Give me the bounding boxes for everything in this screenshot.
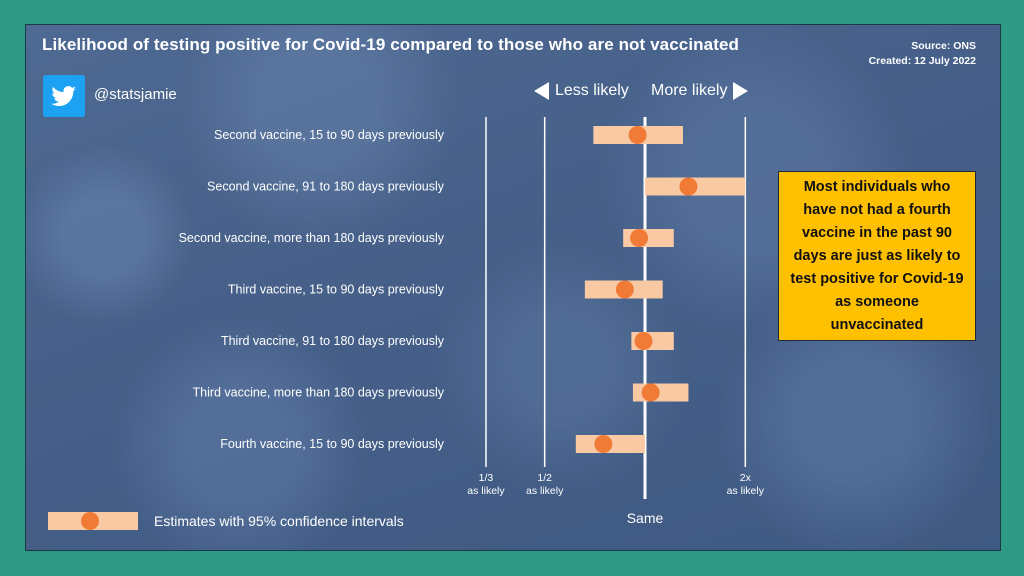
chart-title: Likelihood of testing positive for Covid… [42,35,739,54]
estimate-point [634,332,653,350]
infographic-frame: Likelihood of testing positive for Covid… [25,24,1001,551]
category-label: Second vaccine, more than 180 days previ… [179,231,445,245]
confidence-interval-bar [632,383,689,402]
callout-text: Most individuals who have not had a four… [790,178,964,333]
estimate-point [641,383,660,402]
reference-label-bottom-0: as likely [467,485,505,497]
estimate-point [628,126,647,144]
legend-label: Estimates with 95% confidence intervals [154,513,404,529]
category-label: Third vaccine, 91 to 180 days previously [221,334,445,348]
category-label: Second vaccine, 91 to 180 days previousl… [207,180,445,194]
category-label: Third vaccine, more than 180 days previo… [192,386,444,400]
legend-point-swatch [81,512,99,530]
category-label: Second vaccine, 15 to 90 days previously [214,128,445,142]
source-info: Source: ONS Created: 12 July 2022 [869,39,976,69]
reference-label-bottom-3: as likely [727,485,765,497]
estimate-point [630,229,649,247]
reference-label-top-3: 2x [740,472,752,484]
twitter-handle: @statsjamie [94,86,177,103]
more-likely-label: More likely [651,82,749,100]
category-label: Third vaccine, 15 to 90 days previously [228,283,445,297]
right-arrow-icon [733,82,749,100]
created-date: Created: 12 July 2022 [868,55,976,67]
less-likely-text: Less likely [555,82,629,99]
callout-box: Most individuals who have not had a four… [778,171,976,341]
left-arrow-icon [534,82,549,100]
estimate-point [679,177,698,196]
reference-label-same: Same [627,510,664,526]
category-label: Fourth vaccine, 15 to 90 days previously [220,437,444,451]
source-label: Source: ONS [911,40,976,52]
more-likely-text: More likely [651,82,728,99]
estimate-point [594,435,613,453]
estimate-point [615,280,634,299]
twitter-icon [43,75,85,117]
reference-label-top-1: 1/2 [537,472,552,484]
reference-label-bottom-1: as likely [526,485,564,497]
less-likely-label: Less likely [534,82,629,100]
reference-label-top-0: 1/3 [479,472,494,484]
